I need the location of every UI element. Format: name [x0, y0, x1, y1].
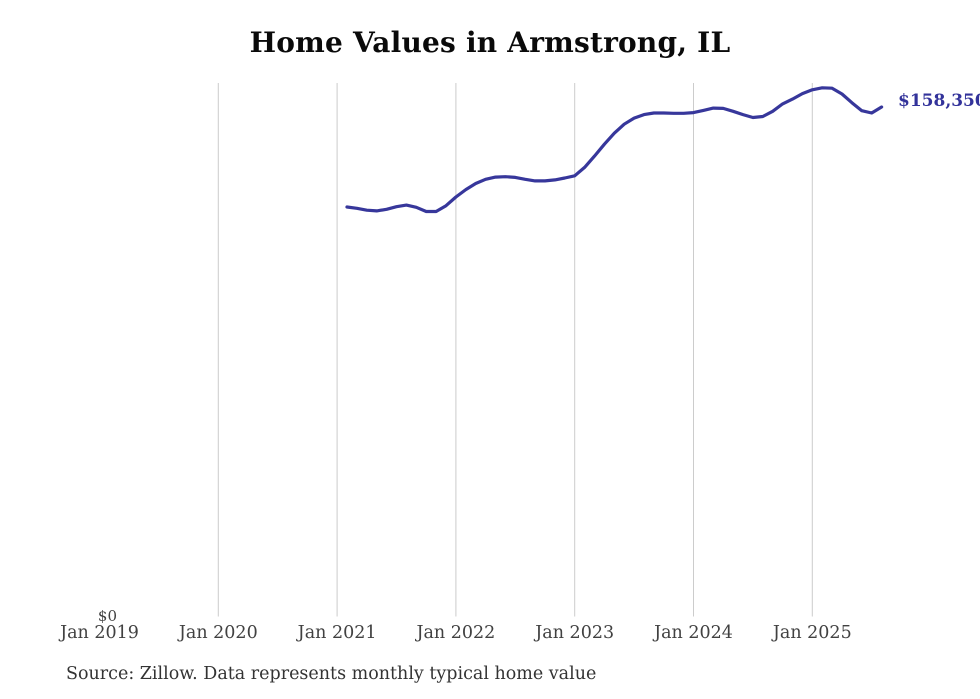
x-axis-tick-label: Jan 2023: [535, 623, 615, 643]
home-value-series-line: [345, 86, 884, 214]
x-axis-tick-label: Jan 2022: [416, 623, 496, 643]
x-axis-tick-label: Jan 2024: [654, 623, 733, 643]
latest-value-label: $158,350: [898, 91, 980, 111]
x-axis-tick-label: Jan 2021: [297, 623, 377, 643]
y-axis-zero-label: $0: [97, 607, 117, 625]
x-axis-tick-label: Jan 2019: [60, 623, 139, 643]
source-note: Source: Zillow. Data represents monthly …: [66, 664, 597, 684]
x-axis-tick-label: Jan 2025: [772, 623, 852, 643]
chart-title: Home Values in Armstrong, IL: [249, 26, 731, 59]
x-axis-tick-label: Jan 2020: [178, 623, 258, 643]
